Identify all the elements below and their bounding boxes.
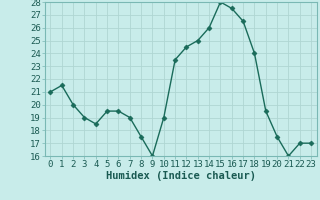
X-axis label: Humidex (Indice chaleur): Humidex (Indice chaleur) bbox=[106, 171, 256, 181]
